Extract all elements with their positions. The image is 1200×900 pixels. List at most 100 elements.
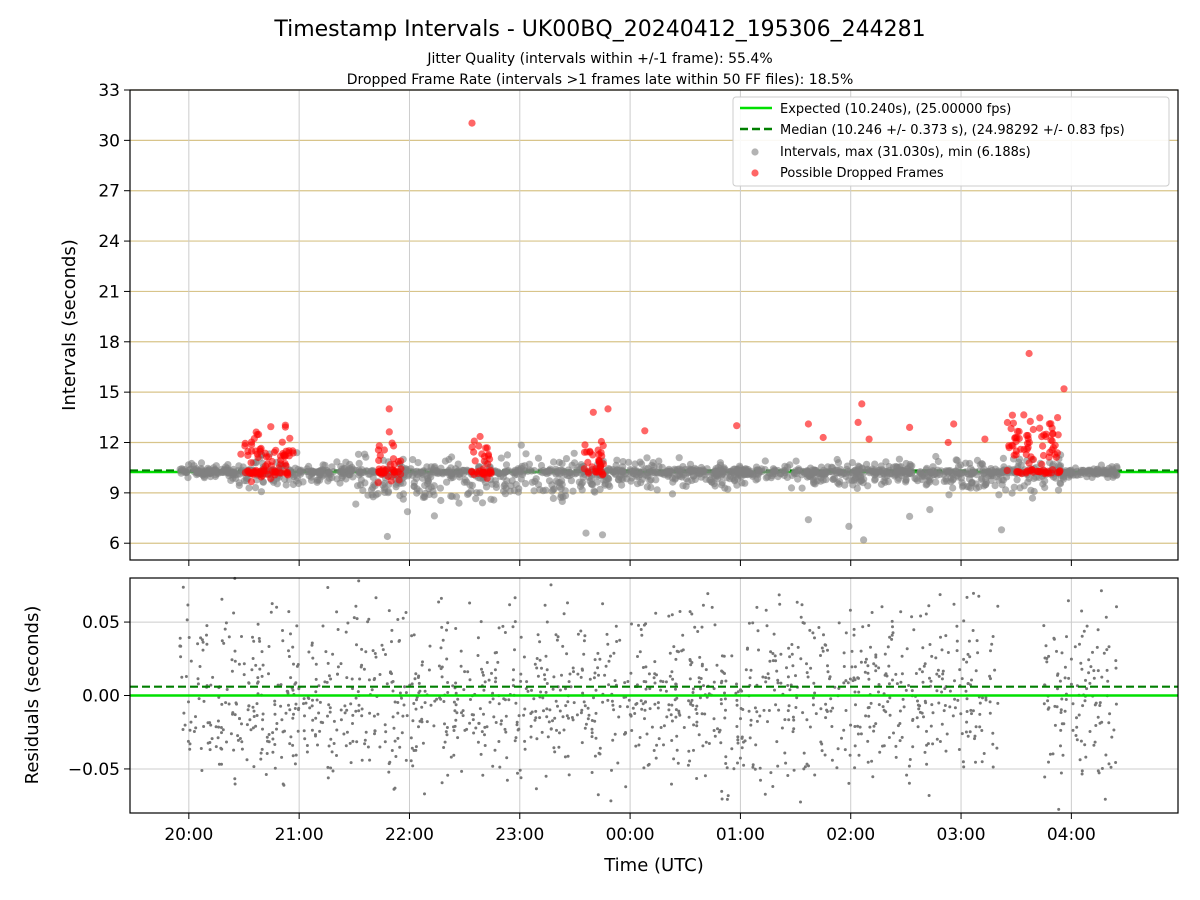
interval-point	[575, 478, 584, 486]
interval-point	[708, 478, 716, 486]
residual-point	[238, 717, 241, 721]
residual-point	[723, 672, 726, 675]
interval-point	[864, 482, 872, 490]
residual-point	[352, 616, 356, 620]
residual-point	[545, 707, 549, 711]
residual-point	[712, 687, 716, 691]
residual-point	[777, 708, 781, 712]
residual-point	[938, 593, 942, 597]
residual-point	[748, 736, 752, 740]
residual-point	[472, 713, 475, 717]
residual-point	[452, 700, 456, 704]
residual-point	[1110, 735, 1114, 739]
residual-point	[773, 654, 777, 658]
residual-point	[654, 756, 658, 760]
residual-point	[1042, 702, 1046, 706]
residual-point	[225, 688, 229, 691]
residual-point	[339, 718, 343, 722]
residual-point	[504, 730, 508, 734]
residual-point	[1061, 753, 1065, 757]
residual-point	[695, 704, 699, 708]
residual-point	[726, 794, 730, 798]
residual-point	[829, 697, 833, 701]
residual-point	[252, 639, 256, 643]
residual-point	[886, 700, 890, 704]
residual-point	[522, 655, 526, 659]
interval-point	[653, 469, 662, 477]
interval-point	[643, 454, 651, 462]
residual-point	[881, 705, 885, 709]
residual-point	[567, 680, 571, 684]
residual-point	[250, 668, 254, 672]
interval-point	[945, 491, 953, 499]
residual-point	[837, 621, 841, 625]
residual-point	[891, 678, 894, 682]
residual-point	[543, 603, 547, 607]
residual-point	[940, 677, 944, 681]
residual-point	[402, 703, 406, 707]
dropped-frame-point	[386, 460, 394, 469]
residual-point	[859, 732, 863, 736]
residual-point	[198, 665, 202, 668]
residual-point	[1051, 752, 1055, 756]
residual-point	[1045, 660, 1049, 664]
residual-point	[210, 737, 214, 741]
residual-point	[219, 726, 223, 729]
residual-point	[321, 624, 325, 628]
interval-point	[539, 487, 547, 495]
interval-point	[413, 489, 421, 497]
residual-point	[742, 740, 745, 744]
residual-point	[812, 681, 816, 685]
residual-point	[380, 643, 384, 647]
residual-point	[917, 707, 921, 711]
residual-point	[451, 684, 455, 688]
residual-point	[545, 682, 549, 685]
dropped-frame-point	[1039, 442, 1047, 450]
residual-point	[867, 624, 871, 627]
dropped-frame-point	[285, 449, 293, 457]
interval-point	[717, 461, 725, 469]
residual-point	[806, 675, 810, 679]
residual-point	[449, 755, 453, 759]
residual-point	[476, 636, 480, 640]
residual-point	[984, 696, 988, 700]
residual-point	[593, 658, 597, 662]
residual-point	[878, 750, 882, 754]
residual-point	[404, 611, 408, 614]
interval-point	[441, 457, 449, 465]
residual-point	[233, 777, 237, 781]
residual-point	[217, 762, 221, 766]
residual-point	[863, 670, 867, 674]
residual-point	[590, 719, 594, 722]
residual-point	[636, 655, 639, 658]
residual-point	[771, 652, 775, 655]
interval-point	[646, 477, 654, 485]
dropped-frame-point	[597, 437, 606, 446]
residual-point	[940, 690, 944, 694]
residual-point	[192, 730, 196, 733]
residual-point	[888, 696, 892, 700]
interval-point	[424, 477, 432, 485]
residual-point	[638, 650, 642, 654]
residual-point	[1062, 722, 1066, 726]
residual-point	[187, 636, 191, 639]
residual-point	[281, 639, 285, 643]
residual-point	[695, 720, 699, 724]
interval-point	[502, 461, 511, 469]
residual-point	[694, 707, 698, 711]
residual-point	[790, 643, 794, 646]
residual-point	[653, 681, 657, 685]
residual-point	[545, 620, 549, 624]
residual-point	[483, 725, 487, 729]
residual-point	[564, 704, 568, 708]
residual-point	[653, 660, 657, 664]
residual-point	[1102, 651, 1106, 655]
residual-point	[401, 714, 405, 718]
dropped-frame-point	[1051, 441, 1059, 449]
residual-point	[1092, 743, 1096, 747]
residual-point	[869, 645, 872, 649]
residual-point	[787, 646, 791, 650]
residual-point	[247, 704, 251, 708]
residual-point	[326, 714, 329, 718]
